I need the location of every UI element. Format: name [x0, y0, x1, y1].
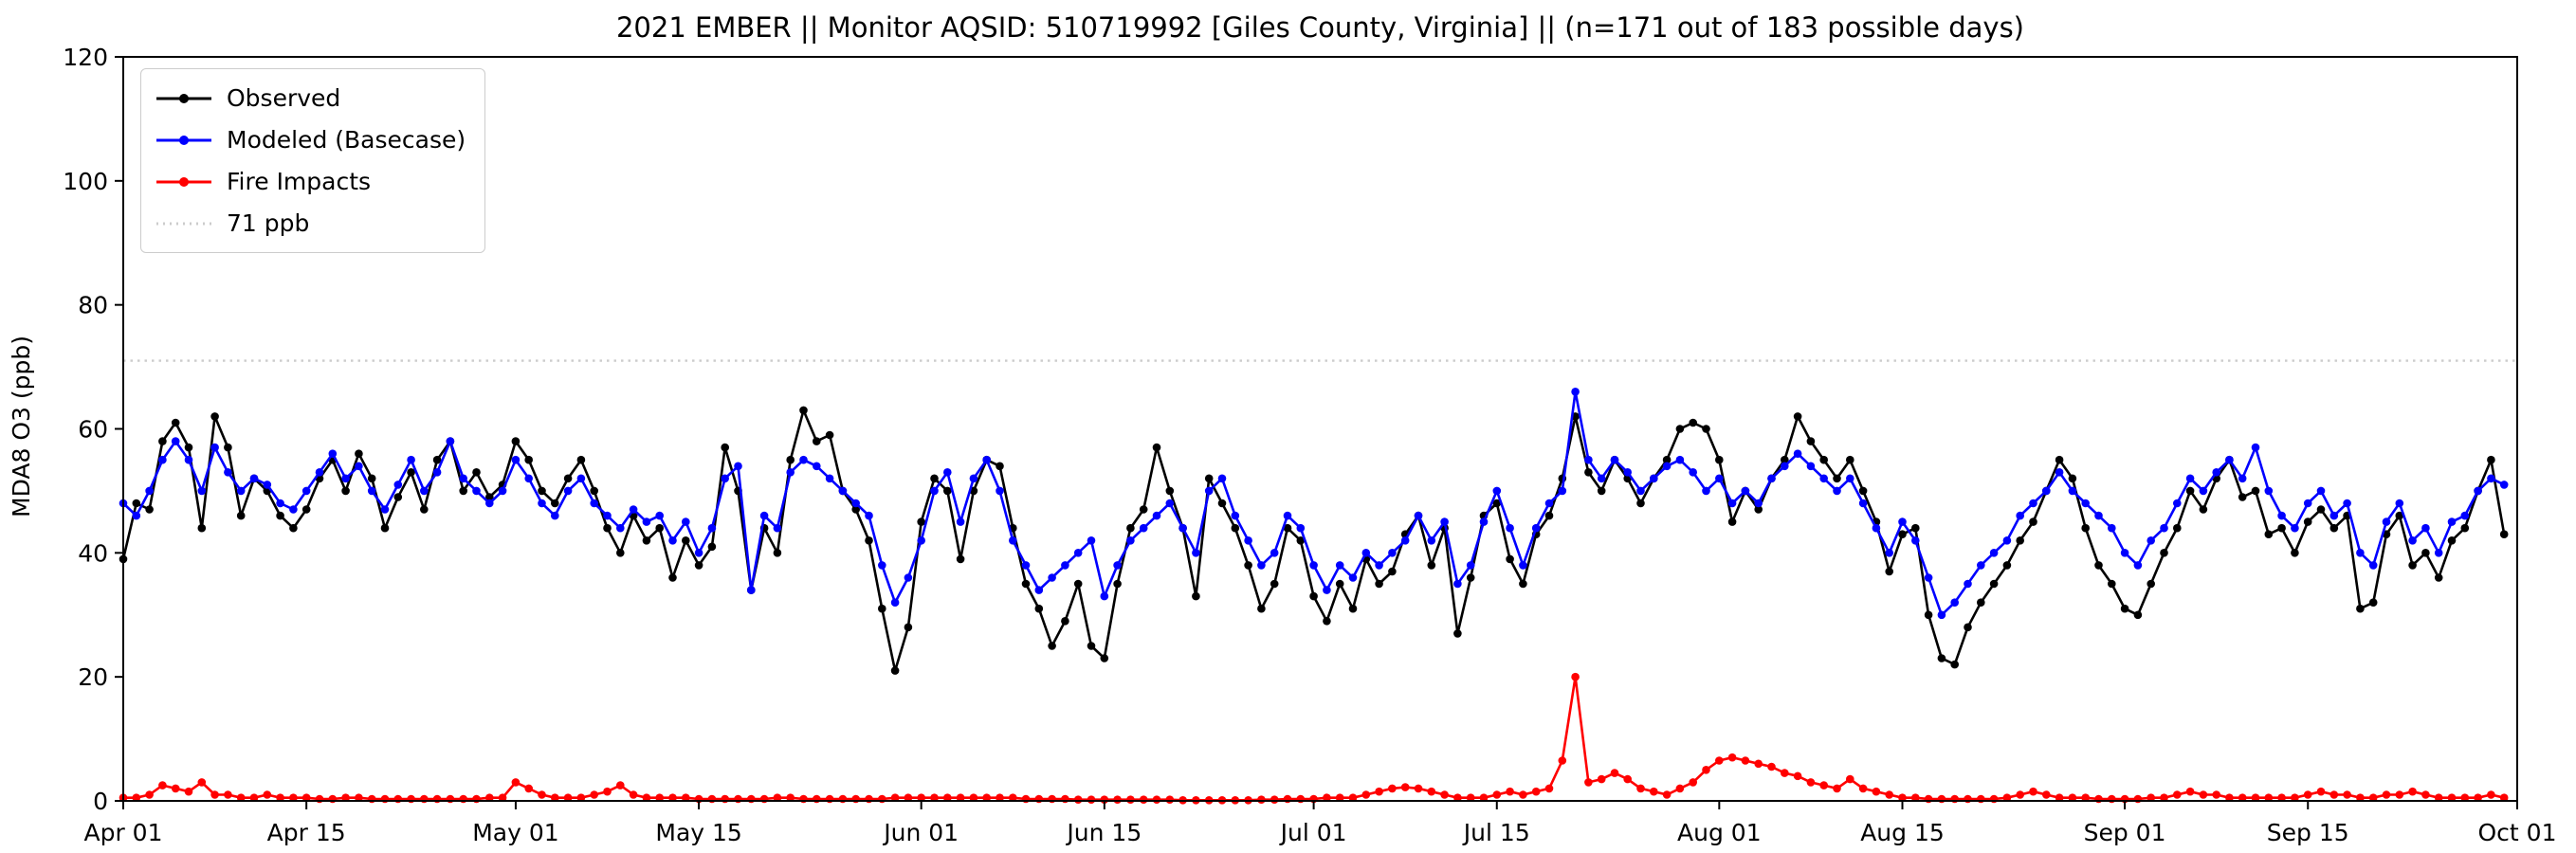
threshold-line-sample-icon [156, 217, 211, 230]
svg-text:Oct 01: Oct 01 [2478, 819, 2557, 846]
svg-text:Jun 01: Jun 01 [882, 819, 959, 846]
legend-label-observed: Observed [227, 84, 341, 112]
svg-text:Jul 15: Jul 15 [1462, 819, 1530, 846]
fire-line-sample-icon [156, 175, 211, 189]
svg-text:Apr 01: Apr 01 [83, 819, 162, 846]
svg-text:Jun 15: Jun 15 [1065, 819, 1142, 846]
svg-text:May 01: May 01 [472, 819, 558, 846]
legend-item-threshold: 71 ppb [156, 206, 466, 241]
observed-line-sample-icon [156, 92, 211, 105]
series-fire-impacts [119, 672, 2509, 805]
legend-item-fire: Fire Impacts [156, 164, 466, 199]
y-axis-ticks: 0 20 40 60 80 100 120 [63, 44, 123, 815]
series-modeled-basecase- [119, 388, 2509, 620]
svg-text:60: 60 [78, 416, 108, 444]
svg-text:May 15: May 15 [655, 819, 741, 846]
legend-label-modeled: Modeled (Basecase) [227, 126, 466, 154]
legend-item-observed: Observed [156, 81, 466, 116]
legend: Observed Modeled (Basecase) Fire Impacts… [140, 68, 486, 253]
legend-label-fire: Fire Impacts [227, 168, 372, 195]
svg-text:Sep 15: Sep 15 [2267, 819, 2349, 846]
svg-text:80: 80 [78, 292, 108, 319]
svg-text:Aug 01: Aug 01 [1677, 819, 1762, 846]
chart-title: 2021 EMBER || Monitor AQSID: 510719992 [… [615, 11, 2025, 44]
svg-text:Apr 15: Apr 15 [267, 819, 346, 846]
svg-text:Aug 15: Aug 15 [1860, 819, 1945, 846]
legend-label-threshold: 71 ppb [227, 209, 310, 237]
svg-text:Jul 01: Jul 01 [1279, 819, 1347, 846]
modeled-line-sample-icon [156, 134, 211, 147]
x-axis-ticks: Apr 01 Apr 15 May 01 May 15 Jun 01 Jun 15 Jul … [83, 801, 2556, 846]
legend-item-modeled: Modeled (Basecase) [156, 122, 466, 157]
svg-text:120: 120 [63, 44, 108, 71]
svg-text:20: 20 [78, 663, 108, 691]
svg-text:40: 40 [78, 539, 108, 567]
svg-text:0: 0 [93, 788, 108, 815]
svg-text:Sep 01: Sep 01 [2084, 819, 2166, 846]
svg-text:100: 100 [63, 168, 108, 195]
